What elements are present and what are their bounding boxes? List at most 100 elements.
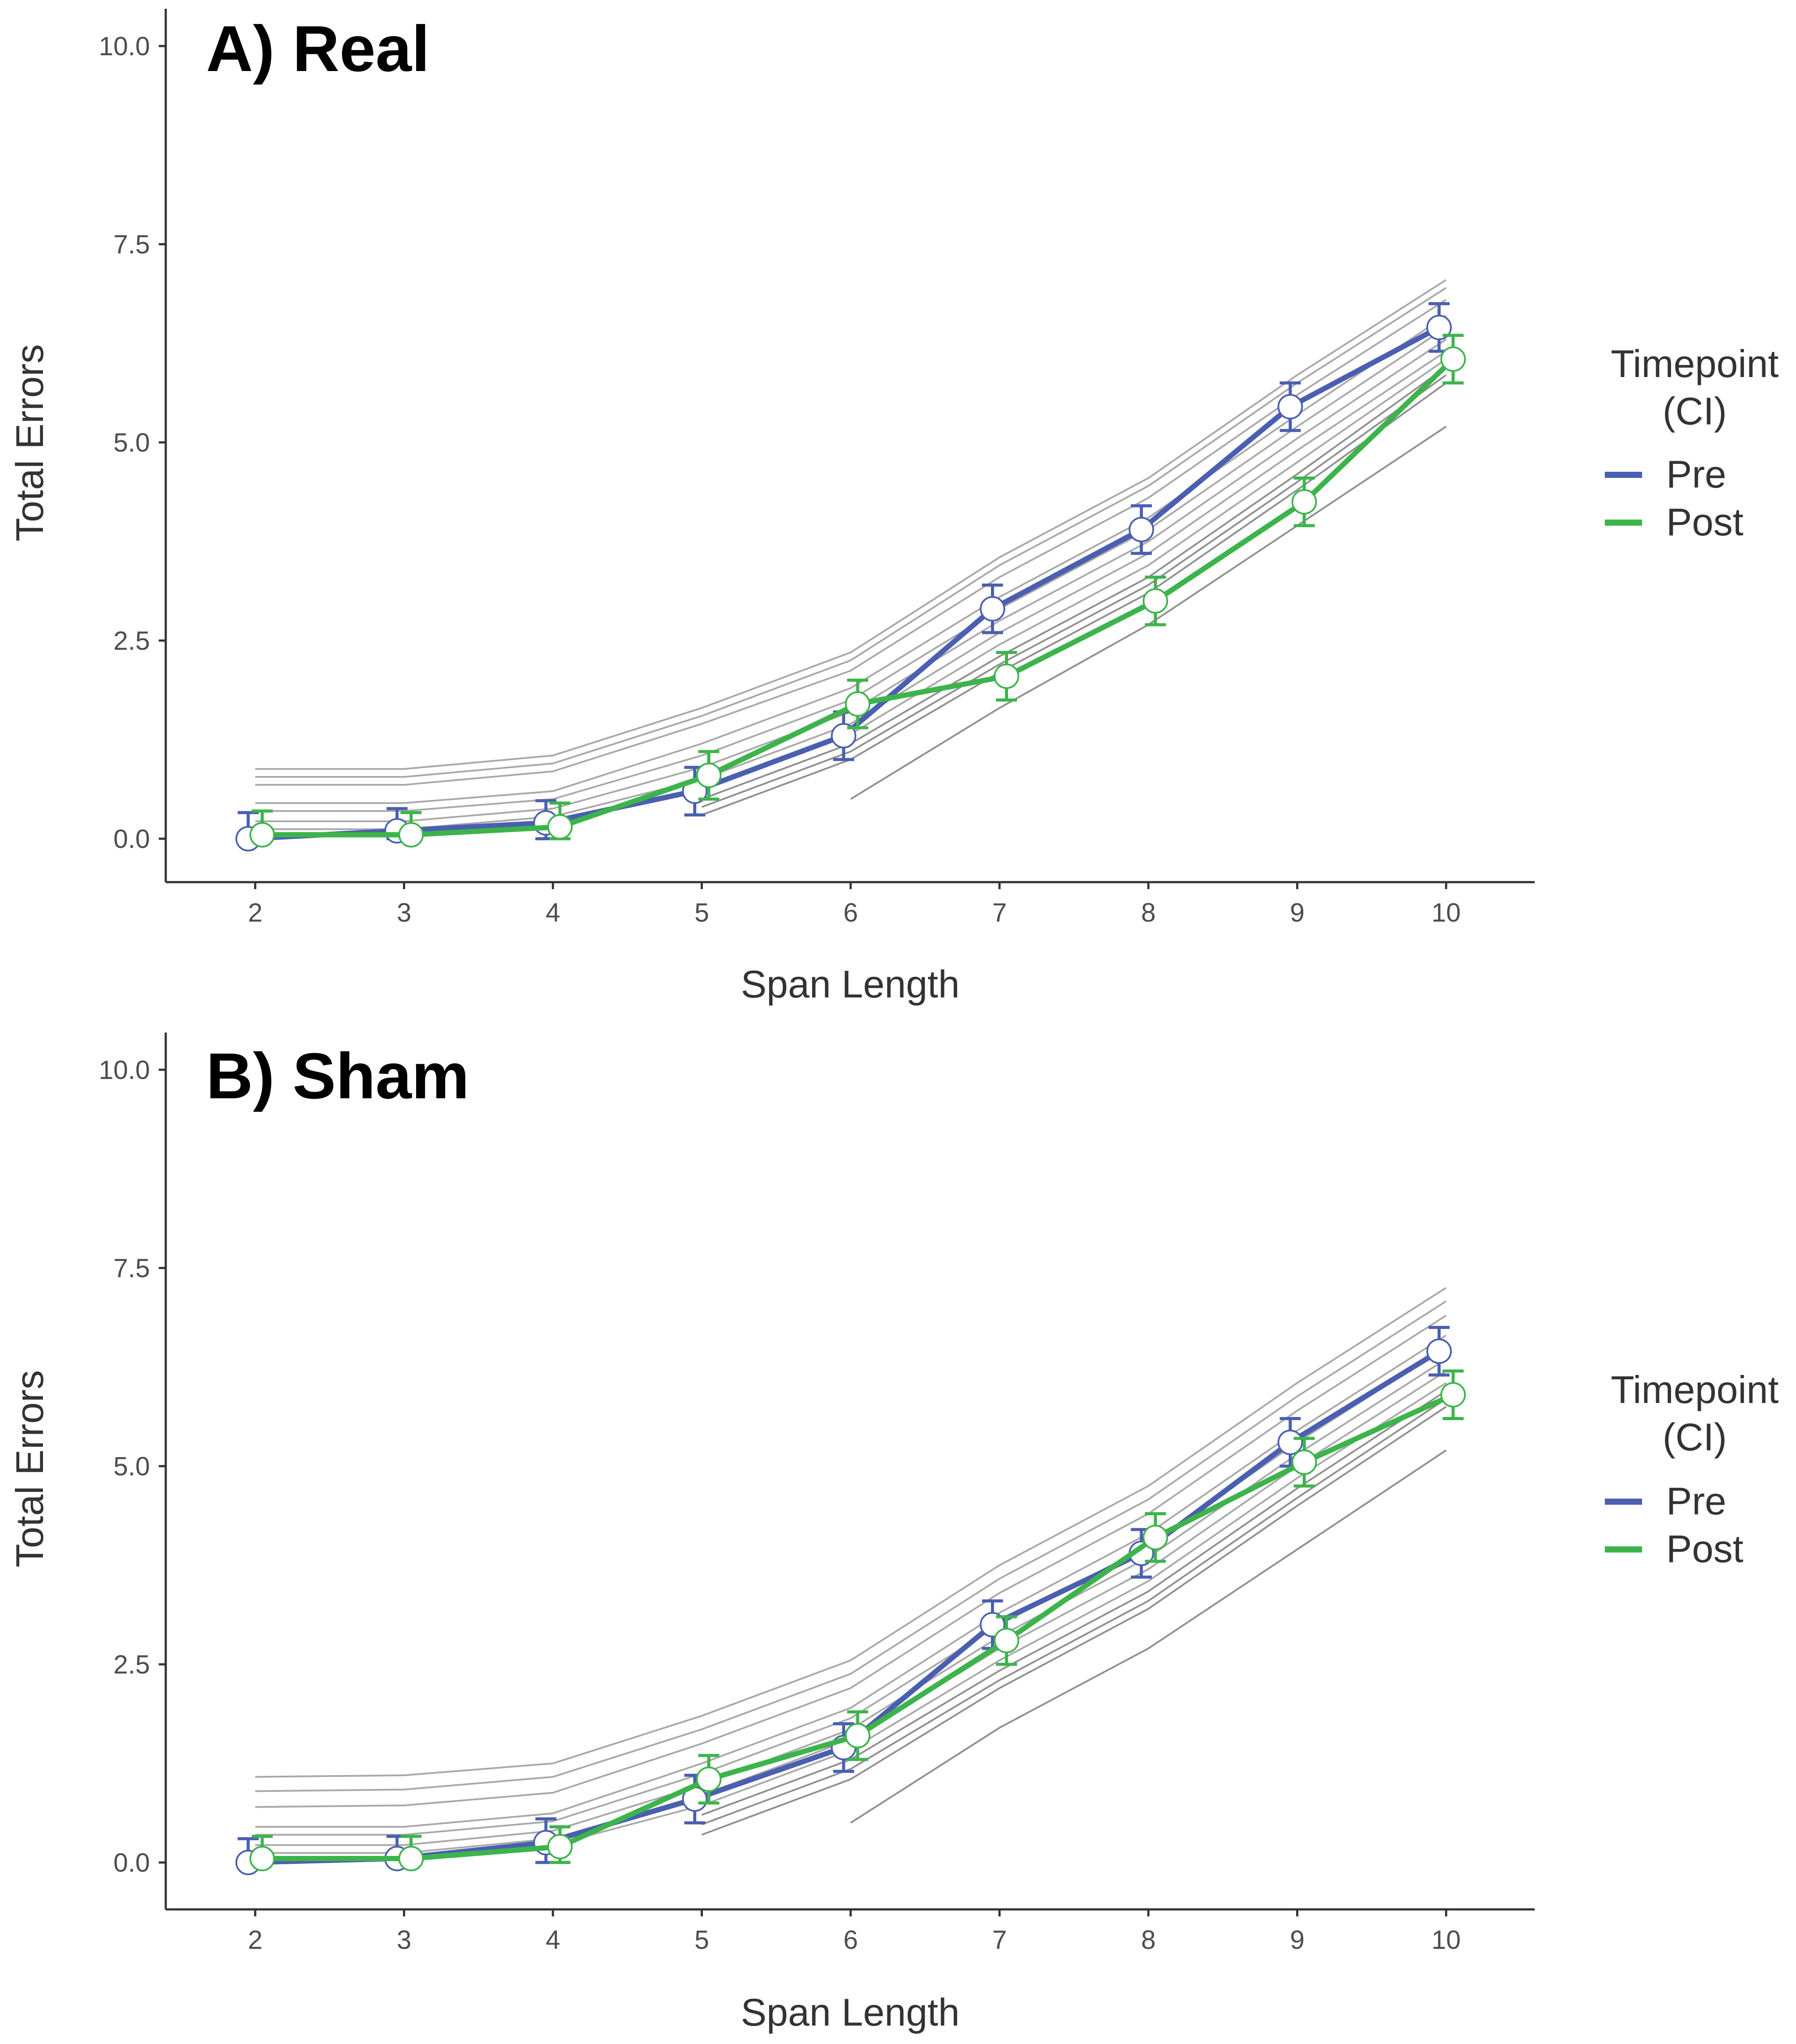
x-tick-label: 9	[1290, 1925, 1304, 1955]
data-point	[398, 1845, 424, 1871]
y-tick-label: 7.5	[114, 1253, 150, 1283]
legend-title: Timepoint	[1611, 1368, 1778, 1411]
legend-title: Timepoint	[1611, 342, 1778, 385]
individual-line	[701, 366, 1447, 800]
data-point	[249, 822, 275, 848]
y-ticks: 0.0 2.5 5.0 7.5 10.0	[99, 1055, 166, 1877]
x-tick-label: 5	[695, 1925, 709, 1955]
x-ticks: 2 3 4 5 6 7 8 9 10	[248, 882, 1461, 927]
legend-label-pre: Pre	[1666, 452, 1726, 496]
y-tick-label: 2.5	[114, 1650, 150, 1679]
x-tick-label: 7	[992, 898, 1007, 927]
data-point	[1143, 588, 1168, 614]
y-tick-label: 0.0	[114, 824, 150, 854]
data-point	[1277, 1429, 1303, 1455]
data-point	[831, 723, 856, 748]
y-tick-label: 10.0	[99, 1055, 150, 1085]
series-pre	[235, 1326, 1452, 1875]
data-point	[547, 814, 573, 840]
data-point	[1291, 1449, 1317, 1475]
data-point	[1129, 516, 1154, 542]
series-line	[262, 1392, 1454, 1861]
x-tick-label: 6	[843, 1925, 858, 1955]
individual-line	[255, 315, 1447, 804]
legend-label-pre: Pre	[1666, 1479, 1726, 1523]
data-series	[235, 1326, 1466, 1875]
x-tick-label: 4	[545, 1925, 560, 1955]
data-point	[994, 1627, 1019, 1653]
x-tick-label: 8	[1141, 898, 1155, 927]
legend-label-post: Post	[1666, 1527, 1743, 1570]
x-tick-label: 10	[1432, 1925, 1461, 1955]
x-tick-label: 10	[1432, 898, 1461, 927]
x-tick-label: 2	[248, 898, 262, 927]
y-tick-label: 5.0	[114, 428, 150, 457]
data-point	[1143, 1524, 1168, 1550]
data-series	[235, 302, 1466, 851]
reference-lines	[255, 279, 1447, 836]
x-tick-label: 9	[1290, 898, 1304, 927]
individual-line	[701, 1398, 1447, 1826]
x-tick-label: 3	[397, 898, 411, 927]
y-tick-label: 5.0	[114, 1452, 150, 1481]
y-tick-label: 10.0	[99, 32, 150, 61]
x-tick-label: 4	[545, 898, 560, 927]
y-tick-label: 7.5	[114, 230, 150, 259]
series-line	[248, 1349, 1441, 1865]
y-axis-title: Total Errors	[8, 344, 51, 541]
data-point	[1426, 314, 1452, 340]
x-tick-label: 3	[397, 1925, 411, 1955]
individual-line	[255, 350, 1447, 830]
data-point	[398, 822, 424, 848]
panel-title: A) Real	[206, 13, 430, 85]
data-point	[994, 663, 1019, 689]
x-ticks: 2 3 4 5 6 7 8 9 10	[248, 1909, 1461, 1955]
x-tick-label: 5	[695, 898, 709, 927]
series-post	[249, 334, 1466, 848]
individual-line	[255, 1287, 1447, 1778]
data-point	[845, 691, 870, 717]
legend-subtitle: (CI)	[1663, 389, 1727, 433]
data-point	[696, 1766, 722, 1792]
data-point	[1440, 346, 1466, 372]
individual-line	[850, 1449, 1447, 1824]
y-ticks: 0.0 2.5 5.0 7.5 10.0	[99, 32, 166, 854]
reference-lines	[255, 1287, 1447, 1859]
individual-line	[255, 1314, 1447, 1808]
individual-line	[255, 299, 1447, 786]
individual-line	[255, 1300, 1447, 1792]
legend: Timepoint (CI) Pre Post	[1605, 1368, 1779, 1570]
y-tick-label: 2.5	[114, 626, 150, 655]
individual-line	[255, 279, 1447, 770]
individual-line	[255, 338, 1447, 823]
y-axis-title: Total Errors	[8, 1370, 51, 1567]
data-point	[1277, 394, 1303, 420]
individual-line	[850, 426, 1447, 800]
panel-title: B) Sham	[206, 1040, 469, 1112]
data-point	[547, 1834, 573, 1859]
individual-line	[255, 358, 1447, 836]
x-axis-title: Span Length	[741, 962, 959, 1006]
data-point	[980, 1612, 1005, 1638]
panel-sham: 0.0 2.5 5.0 7.5 10.0 2 3 4 5 6 7 8 9 10 B) Sham Span…	[8, 1033, 1779, 2034]
individual-line	[255, 1346, 1447, 1836]
legend-subtitle: (CI)	[1663, 1415, 1727, 1459]
x-tick-label: 8	[1141, 1925, 1155, 1955]
individual-line	[701, 1390, 1447, 1816]
individual-line	[701, 382, 1447, 816]
individual-line	[701, 374, 1447, 808]
x-axis-title: Span Length	[741, 1991, 959, 2034]
data-point	[980, 596, 1005, 622]
x-tick-label: 6	[843, 898, 858, 927]
legend-label-post: Post	[1666, 500, 1743, 544]
legend: Timepoint (CI) Pre Post	[1605, 342, 1779, 544]
data-point	[696, 762, 722, 788]
data-point	[845, 1723, 870, 1748]
individual-line	[255, 1370, 1447, 1854]
x-tick-label: 2	[248, 1925, 262, 1955]
individual-line	[701, 1406, 1447, 1836]
panel-real: 0.0 2.5 5.0 7.5 10.0 2 3 4 5 6 7 8 9 10 A) Real Span…	[8, 9, 1779, 1006]
individual-line	[255, 1334, 1447, 1828]
individual-line	[255, 287, 1447, 778]
